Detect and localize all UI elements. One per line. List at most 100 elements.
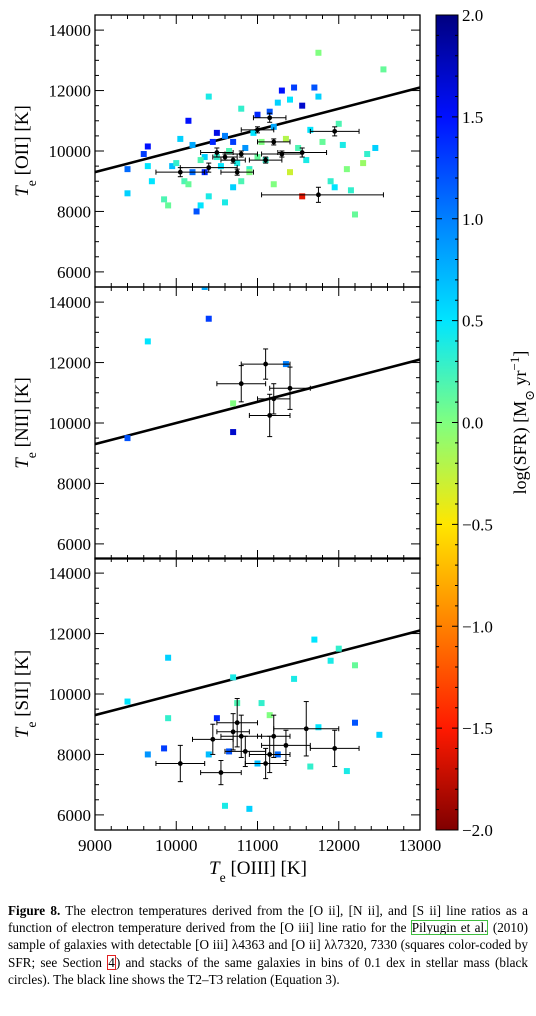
x-tick-label: 10000 <box>155 836 198 855</box>
galaxy-square <box>238 105 245 112</box>
galaxy-square <box>352 662 358 669</box>
galaxy-square <box>266 712 273 719</box>
galaxy-square <box>222 199 228 206</box>
stack-circle <box>210 736 216 742</box>
galaxy-square <box>282 135 289 142</box>
panels: 6000 8000 10000 12000 14000 Te [OII] [K] 6000 8… <box>12 14 421 831</box>
stack-point <box>155 744 206 783</box>
stack-point <box>252 112 287 123</box>
y-tick-label: 6000 <box>57 263 91 282</box>
colorbar-tick-label: 1.0 <box>462 210 483 229</box>
galaxy-square <box>213 129 220 136</box>
galaxy-square <box>205 193 212 200</box>
relation-line <box>95 629 420 717</box>
galaxy-square <box>327 657 334 664</box>
galaxy-square <box>189 141 196 148</box>
galaxy-square <box>161 196 168 203</box>
galaxy-square <box>124 435 131 442</box>
galaxy-square <box>201 154 208 161</box>
galaxy-square <box>360 160 367 167</box>
stack-point <box>216 698 258 748</box>
stack-circle <box>287 385 293 391</box>
galaxy-square <box>177 135 184 142</box>
stack-circle <box>332 746 338 751</box>
galaxy-square <box>299 102 306 109</box>
galaxy-square <box>185 117 192 124</box>
caption-label: Figure 8. <box>8 903 61 918</box>
y-tick-label: 10000 <box>49 414 92 433</box>
y-axis-label: Te [SII] [K] <box>12 650 39 738</box>
relation-line <box>95 358 420 446</box>
stack-point <box>248 735 291 774</box>
panel-3: 6000 8000 10000 12000 14000 Te [SII] [K] <box>12 557 421 831</box>
galaxy-square <box>331 184 338 191</box>
stack-point <box>261 729 311 761</box>
galaxy-square <box>311 636 318 643</box>
y-tick-label: 12000 <box>49 625 92 644</box>
stack-circle <box>263 361 269 367</box>
galaxy-square <box>287 169 293 176</box>
stack-point <box>277 147 328 158</box>
galaxy-square <box>234 160 241 167</box>
stack-circle <box>234 169 240 175</box>
y-tick-label: 14000 <box>49 564 92 583</box>
galaxy-square <box>327 178 334 185</box>
stack-circle <box>263 761 269 766</box>
x-tick-label: 11000 <box>237 836 279 855</box>
stack-circle <box>206 165 212 171</box>
galaxy-square <box>144 751 151 758</box>
caption-reference-link[interactable]: Pilyugin et al. <box>410 920 489 936</box>
y-tick-label: 6000 <box>57 806 91 825</box>
y-tick-label: 12000 <box>49 82 92 101</box>
galaxy-square <box>217 163 224 170</box>
stack-point <box>257 714 291 758</box>
galaxy-square <box>270 123 277 130</box>
y-axis-label: Te [NII] [K] <box>12 377 39 469</box>
stack-circle <box>299 150 305 155</box>
stack-point <box>261 150 303 158</box>
galaxy-square <box>347 187 354 194</box>
y-axis-label: Te [OII] [K] <box>12 105 39 197</box>
galaxy-square <box>315 724 322 731</box>
stack-circle <box>238 733 244 739</box>
stack-point <box>269 366 311 410</box>
stack-circle <box>255 127 260 133</box>
galaxy-square <box>230 674 237 681</box>
galaxy-square <box>205 315 212 322</box>
stack-circle <box>222 154 228 160</box>
stack-circle <box>271 139 277 145</box>
galaxy-square <box>197 157 204 164</box>
galaxy-square <box>144 163 151 170</box>
stack-point <box>257 383 291 415</box>
galaxy-square <box>165 654 172 661</box>
galaxy-square <box>144 338 151 345</box>
galaxy-square <box>205 93 212 100</box>
figure-caption: Figure 8. The electron temperatures deri… <box>8 902 528 988</box>
panel-frame <box>94 286 421 560</box>
galaxy-square <box>311 84 318 91</box>
galaxy-square <box>343 768 350 775</box>
colorbar-tick-label: −1.5 <box>462 719 493 738</box>
galaxy-square <box>213 715 220 722</box>
caption-section-link[interactable]: 4 <box>107 954 116 970</box>
colorbar-tick-label: 2.0 <box>462 6 483 25</box>
x-axis-label: Te [OIII] [K] <box>209 858 307 885</box>
galaxy-square <box>376 731 383 738</box>
x-tick-label: 13000 <box>399 836 442 855</box>
stack-circle <box>267 752 273 757</box>
stack-point <box>192 723 234 755</box>
stack-point <box>240 348 291 380</box>
galaxy-square <box>197 202 204 209</box>
galaxy-square <box>230 429 237 436</box>
galaxy-square <box>140 151 147 158</box>
galaxy-square <box>181 178 188 185</box>
galaxy-square <box>380 66 387 73</box>
stack-point <box>216 365 267 403</box>
galaxy-square <box>287 96 293 103</box>
caption-text-1: The electron temperatures derived from t… <box>8 903 528 936</box>
galaxy-square <box>161 745 168 752</box>
galaxy-square <box>254 154 261 161</box>
galaxy-square <box>230 184 237 191</box>
stack-circle <box>238 151 244 157</box>
stack-point <box>240 126 275 134</box>
